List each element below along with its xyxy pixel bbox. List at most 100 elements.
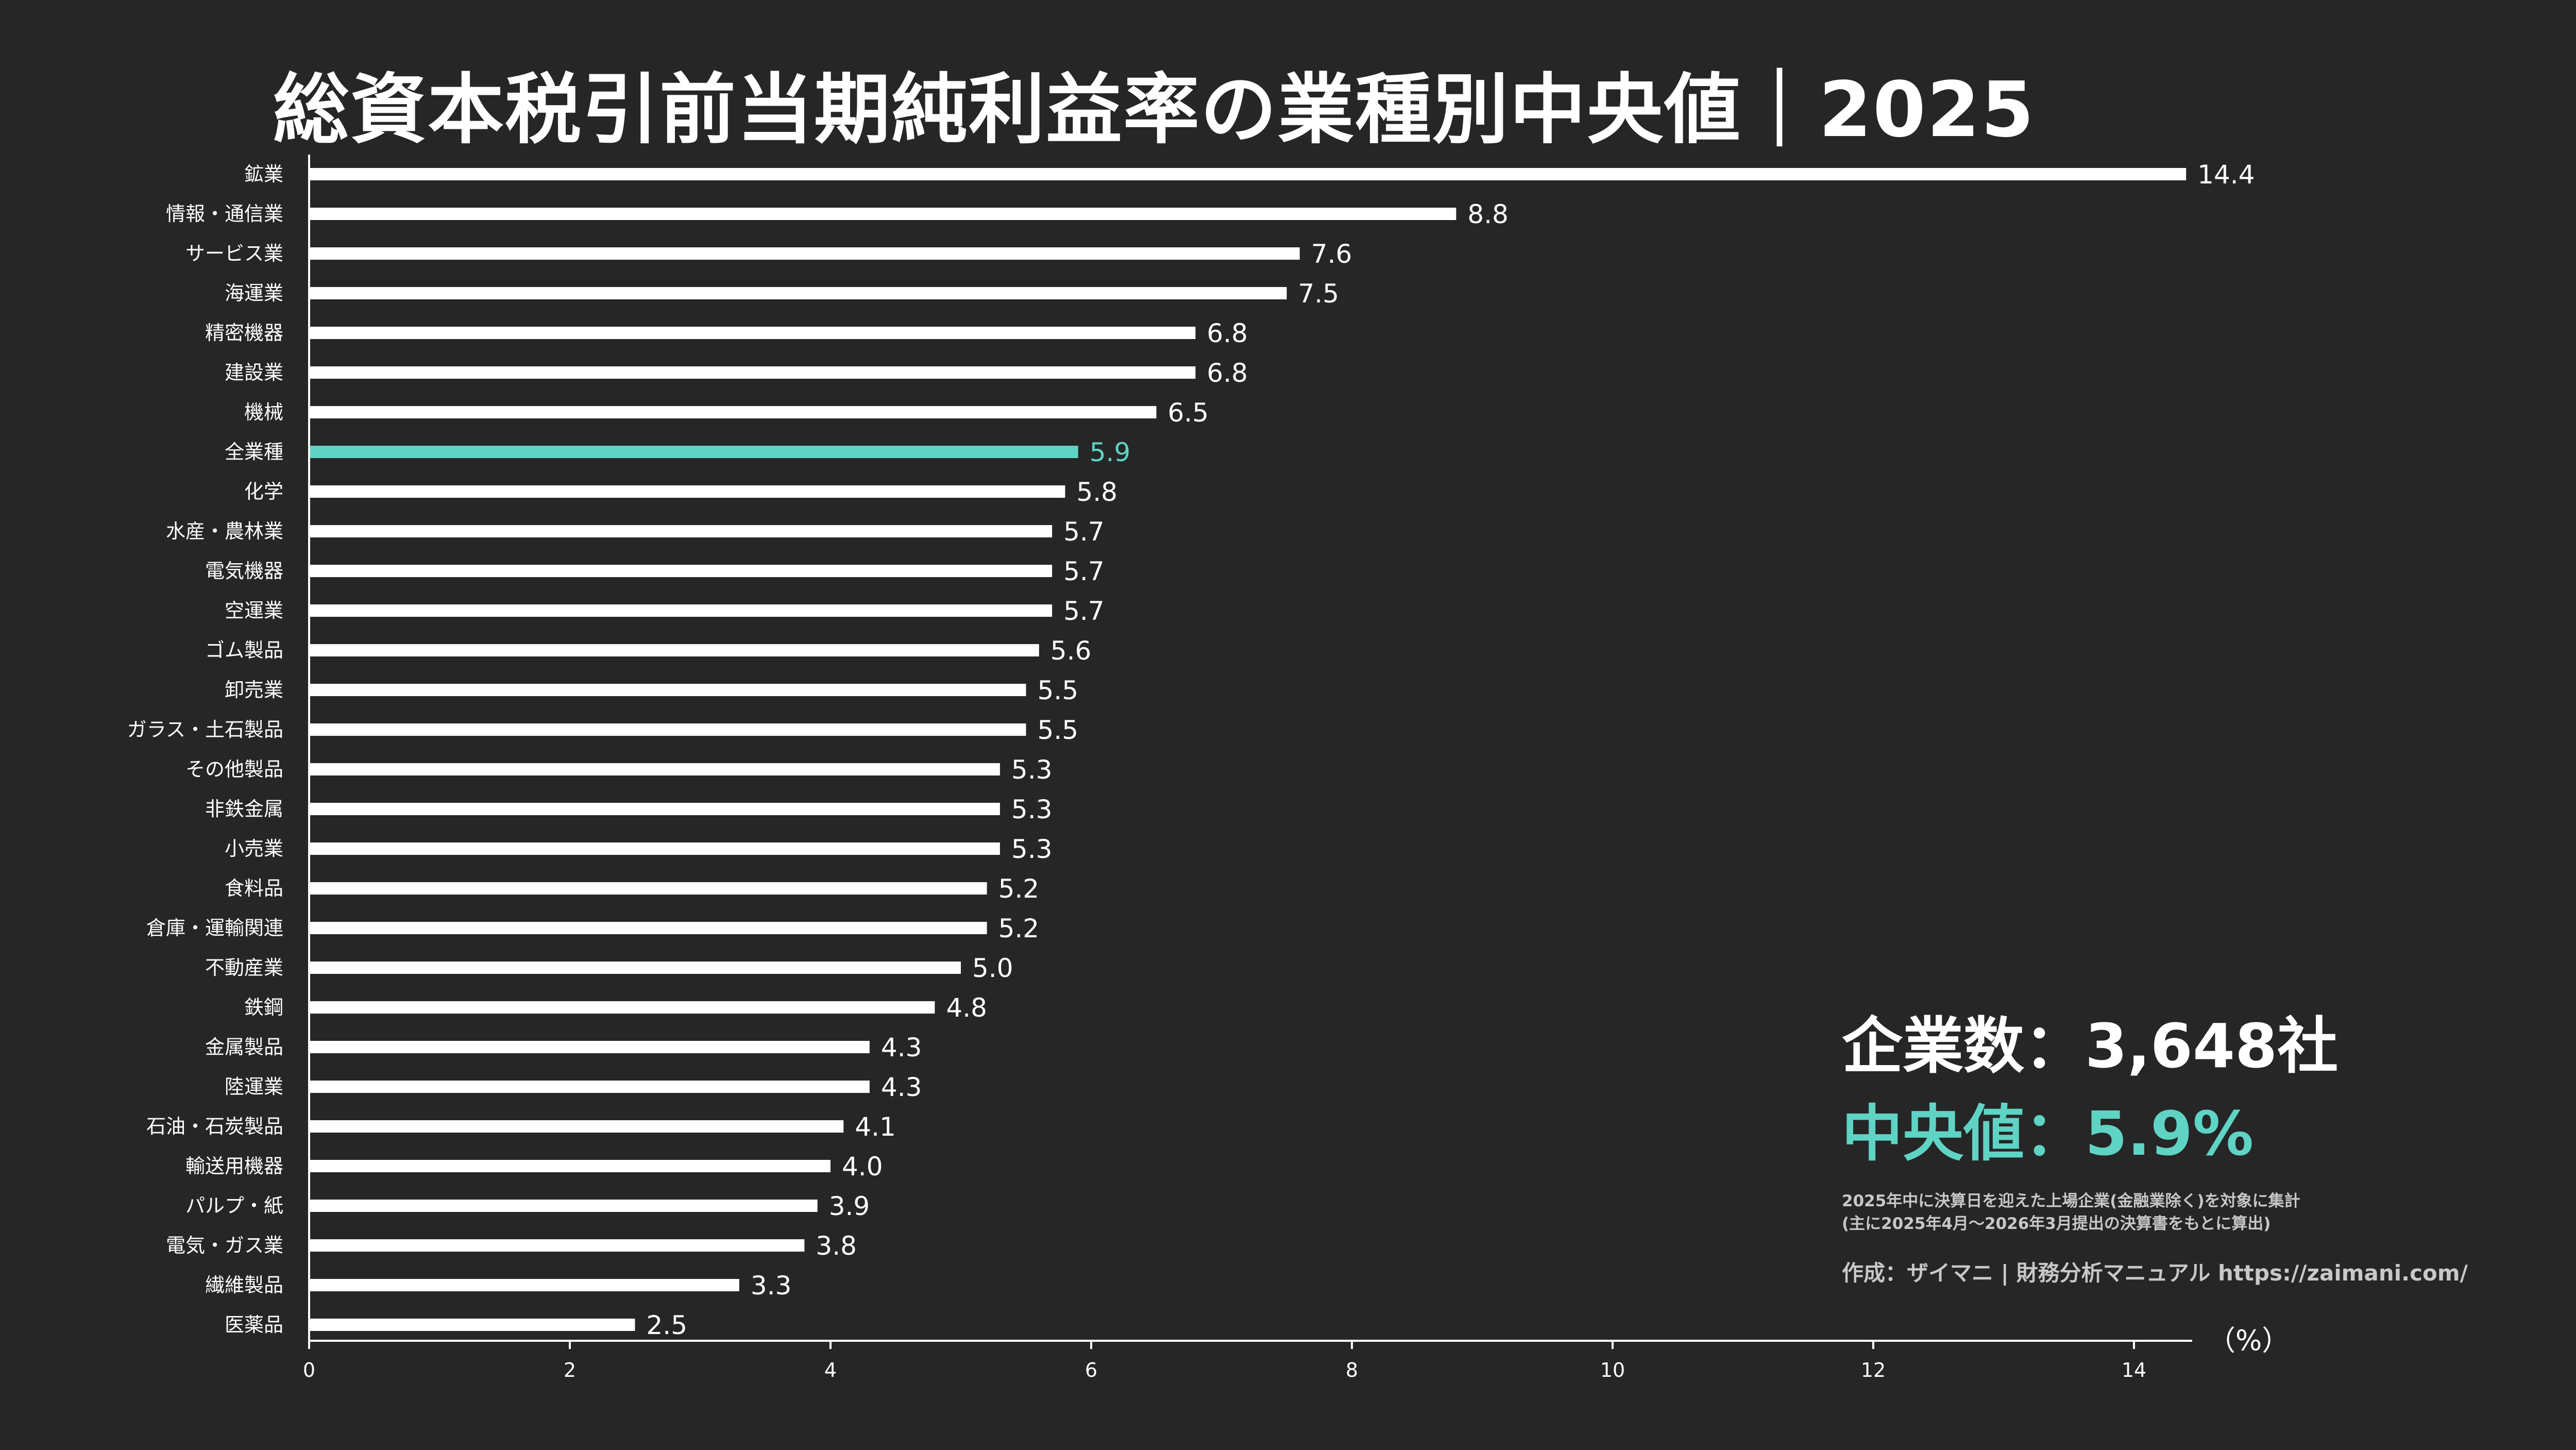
category-label-23: 陸運業 bbox=[225, 1075, 283, 1098]
bar-26 bbox=[309, 1200, 818, 1212]
bar-13 bbox=[309, 684, 1026, 696]
bar-21 bbox=[309, 1001, 935, 1014]
category-label-0: 鉱業 bbox=[244, 163, 283, 186]
unit-label: （%） bbox=[2208, 1324, 2290, 1357]
category-label-13: 卸売業 bbox=[225, 679, 283, 701]
bar-28 bbox=[309, 1279, 739, 1291]
category-label-10: 電気機器 bbox=[205, 560, 283, 582]
x-tick-label-1: 2 bbox=[564, 1359, 576, 1381]
bar-4 bbox=[309, 327, 1196, 339]
value-label-0: 14.4 bbox=[2197, 160, 2255, 190]
value-label-9: 5.7 bbox=[1063, 517, 1105, 547]
bar-8 bbox=[309, 485, 1065, 498]
category-label-20: 不動産業 bbox=[205, 956, 283, 979]
category-label-14: ガラス・土石製品 bbox=[127, 718, 283, 741]
bar-7 bbox=[309, 446, 1078, 458]
category-label-17: 小売業 bbox=[225, 837, 283, 860]
value-label-11: 5.7 bbox=[1063, 596, 1105, 626]
x-tick-label-7: 14 bbox=[2122, 1359, 2146, 1381]
bar-24 bbox=[309, 1120, 844, 1133]
bar-17 bbox=[309, 842, 1000, 855]
x-axis: 0 2 4 6 8 10 12 14 （%） bbox=[303, 155, 2290, 1381]
category-label-4: 精密機器 bbox=[205, 322, 283, 344]
category-label-15: その他製品 bbox=[185, 758, 283, 781]
note-line-1: 2025年中に決算日を迎えた上場企業(金融業除く)を対象に集計 bbox=[1842, 1192, 2300, 1210]
median-value: 中央値：5.9% bbox=[1842, 1098, 2254, 1169]
category-label-21: 鉄鋼 bbox=[244, 996, 283, 1019]
value-label-27: 3.8 bbox=[816, 1231, 857, 1261]
value-label-14: 5.5 bbox=[1038, 715, 1079, 745]
bar-23 bbox=[309, 1081, 870, 1093]
category-label-26: パルプ・紙 bbox=[185, 1194, 283, 1217]
bar-0 bbox=[309, 168, 2187, 180]
category-label-29: 医薬品 bbox=[225, 1313, 283, 1336]
value-label-13: 5.5 bbox=[1038, 676, 1079, 705]
value-label-12: 5.6 bbox=[1050, 636, 1092, 666]
company-count: 企業数：3,648社 bbox=[1842, 1010, 2338, 1082]
category-label-1: 情報・通信業 bbox=[166, 203, 283, 225]
x-tick-label-4: 8 bbox=[1346, 1359, 1358, 1381]
x-tick-label-3: 6 bbox=[1085, 1359, 1097, 1381]
category-label-6: 機械 bbox=[244, 401, 283, 424]
value-label-7: 5.9 bbox=[1090, 437, 1131, 467]
value-label-3: 7.5 bbox=[1298, 279, 1340, 309]
bar-6 bbox=[309, 406, 1157, 418]
x-tick-label-0: 0 bbox=[303, 1359, 315, 1381]
bar-29 bbox=[309, 1319, 635, 1331]
value-label-2: 7.6 bbox=[1311, 239, 1352, 269]
value-label-6: 6.5 bbox=[1168, 398, 1209, 428]
bar-15 bbox=[309, 763, 1000, 775]
bar-10 bbox=[309, 565, 1053, 577]
category-label-12: ゴム製品 bbox=[205, 639, 283, 662]
value-label-28: 3.3 bbox=[751, 1271, 792, 1301]
value-label-15: 5.3 bbox=[1011, 755, 1053, 785]
bar-12 bbox=[309, 644, 1039, 656]
category-label-19: 倉庫・運輸関連 bbox=[146, 917, 283, 939]
value-label-26: 3.9 bbox=[829, 1191, 870, 1221]
category-label-7: 全業種 bbox=[225, 441, 283, 463]
chart-title: 総資本税引前当期純利益率の業種別中央値｜2025 bbox=[273, 65, 2035, 154]
bar-27 bbox=[309, 1239, 805, 1252]
notes: 2025年中に決算日を迎えた上場企業(金融業除く)を対象に集計 (主に2025年… bbox=[1842, 1190, 2563, 1235]
value-label-18: 5.2 bbox=[998, 874, 1040, 904]
category-label-3: 海運業 bbox=[225, 282, 283, 305]
bar-5 bbox=[309, 366, 1196, 379]
bar-18 bbox=[309, 882, 987, 895]
value-label-23: 4.3 bbox=[881, 1072, 922, 1102]
category-label-2: サービス業 bbox=[185, 242, 283, 265]
value-label-22: 4.3 bbox=[881, 1033, 922, 1063]
value-label-16: 5.3 bbox=[1011, 795, 1053, 824]
bar-2 bbox=[309, 247, 1300, 260]
bar-3 bbox=[309, 287, 1287, 299]
category-label-28: 繊維製品 bbox=[205, 1274, 283, 1296]
category-label-18: 食料品 bbox=[225, 877, 283, 900]
value-label-10: 5.7 bbox=[1063, 557, 1105, 586]
bar-16 bbox=[309, 803, 1000, 815]
note-line-2: (主に2025年4月～2026年3月提出の決算書をもとに算出) bbox=[1842, 1215, 2271, 1233]
category-label-5: 建設業 bbox=[225, 361, 283, 384]
bar-22 bbox=[309, 1041, 870, 1053]
category-label-9: 水産・農林業 bbox=[166, 520, 283, 543]
category-label-11: 空運業 bbox=[225, 599, 283, 622]
bar-1 bbox=[309, 208, 1456, 220]
category-label-16: 非鉄金属 bbox=[205, 798, 283, 820]
bar-9 bbox=[309, 525, 1053, 537]
x-tick-label-2: 4 bbox=[824, 1359, 837, 1381]
bars-layer: 鉱業 14.4 情報・通信業 8.8 サービス業 7.6 海運業 7.5 精密機器 6.8 建設業 6… bbox=[127, 160, 2255, 1340]
category-label-27: 電気・ガス業 bbox=[166, 1234, 283, 1257]
value-label-21: 4.8 bbox=[946, 993, 987, 1023]
category-label-8: 化学 bbox=[244, 480, 283, 503]
x-tick-label-6: 12 bbox=[1861, 1359, 1886, 1381]
bar-20 bbox=[309, 962, 961, 974]
x-tick-label-5: 10 bbox=[1600, 1359, 1625, 1381]
value-label-20: 5.0 bbox=[972, 953, 1013, 983]
value-label-17: 5.3 bbox=[1011, 834, 1053, 864]
value-label-29: 2.5 bbox=[647, 1310, 688, 1340]
value-label-24: 4.1 bbox=[855, 1112, 896, 1142]
bar-11 bbox=[309, 604, 1053, 617]
category-label-24: 石油・石炭製品 bbox=[146, 1115, 283, 1138]
value-label-19: 5.2 bbox=[998, 914, 1040, 943]
value-label-1: 8.8 bbox=[1467, 199, 1509, 229]
credit: 作成：ザイマニ | 財務分析マニュアル https://zaimani.com/ bbox=[1842, 1260, 2468, 1286]
